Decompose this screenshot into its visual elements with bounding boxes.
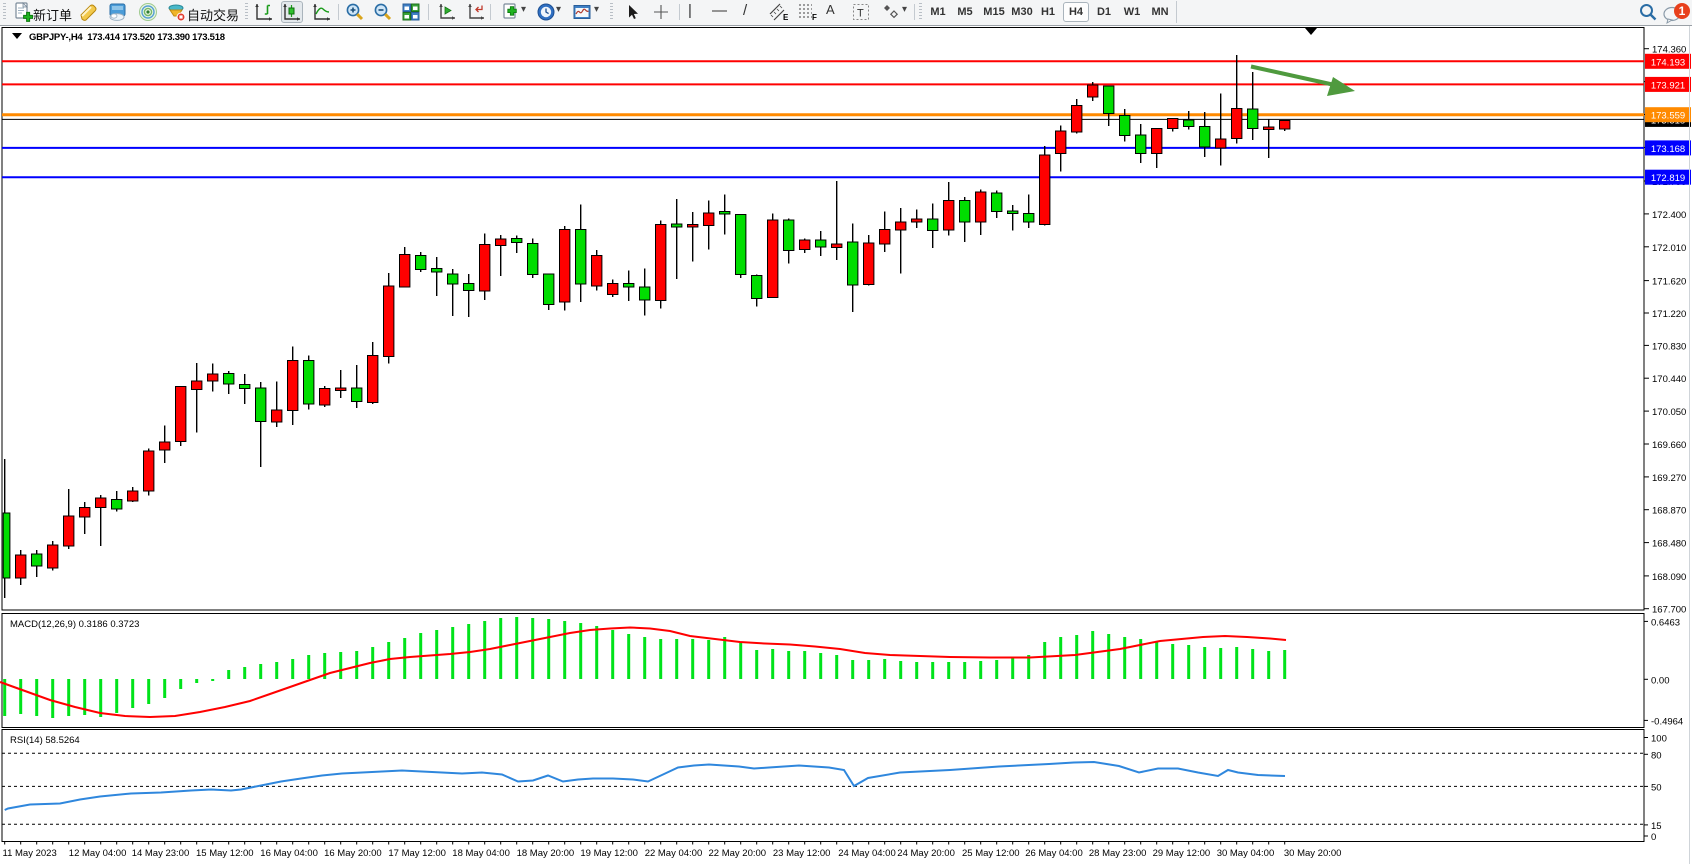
svg-text:172.400: 172.400 — [1652, 210, 1686, 221]
svg-text:22 May 04:00: 22 May 04:00 — [645, 848, 703, 859]
svg-text:17 May 12:00: 17 May 12:00 — [388, 848, 446, 859]
svg-text:28 May 23:00: 28 May 23:00 — [1089, 848, 1147, 859]
svg-text:29 May 12:00: 29 May 12:00 — [1153, 848, 1211, 859]
svg-text:172.010: 172.010 — [1652, 243, 1686, 254]
svg-text:173.168: 173.168 — [1651, 144, 1685, 155]
svg-text:173.559: 173.559 — [1651, 111, 1685, 122]
svg-text:15 May 12:00: 15 May 12:00 — [196, 848, 254, 859]
svg-text:26 May 04:00: 26 May 04:00 — [1025, 848, 1083, 859]
svg-text:19 May 12:00: 19 May 12:00 — [580, 848, 638, 859]
svg-text:168.090: 168.090 — [1652, 572, 1686, 583]
svg-text:0.6463: 0.6463 — [1651, 617, 1680, 628]
svg-text:30 May 20:00: 30 May 20:00 — [1284, 848, 1342, 859]
svg-text:50: 50 — [1651, 782, 1662, 793]
svg-text:174.193: 174.193 — [1651, 57, 1685, 68]
svg-text:14 May 23:00: 14 May 23:00 — [132, 848, 190, 859]
svg-text:22 May 20:00: 22 May 20:00 — [709, 848, 767, 859]
svg-text:24 May 04:00: 24 May 04:00 — [838, 848, 896, 859]
svg-text:18 May 04:00: 18 May 04:00 — [452, 848, 510, 859]
svg-text:18 May 20:00: 18 May 20:00 — [517, 848, 575, 859]
svg-text:1: 1 — [1679, 4, 1686, 18]
svg-text:E: E — [783, 13, 789, 22]
svg-text:24 May 20:00: 24 May 20:00 — [897, 848, 955, 859]
svg-text:169.270: 169.270 — [1652, 473, 1686, 484]
svg-text:100: 100 — [1651, 734, 1667, 745]
svg-text:169.660: 169.660 — [1652, 440, 1686, 451]
svg-text:167.700: 167.700 — [1652, 605, 1686, 616]
svg-text:0.00: 0.00 — [1651, 675, 1670, 686]
svg-text:F: F — [812, 13, 817, 22]
svg-text:170.050: 170.050 — [1652, 407, 1686, 418]
svg-text:30 May 04:00: 30 May 04:00 — [1217, 848, 1275, 859]
svg-text:25 May 12:00: 25 May 12:00 — [962, 848, 1020, 859]
svg-text:168.480: 168.480 — [1652, 539, 1686, 550]
svg-text:171.220: 171.220 — [1652, 309, 1686, 320]
svg-text:RSI(14) 58.5264: RSI(14) 58.5264 — [10, 735, 80, 746]
svg-text:0: 0 — [1651, 832, 1656, 843]
svg-text:11 May 2023: 11 May 2023 — [3, 848, 57, 859]
svg-text:15: 15 — [1651, 821, 1662, 832]
svg-text:12 May 04:00: 12 May 04:00 — [69, 848, 127, 859]
svg-text:170.440: 170.440 — [1652, 374, 1686, 385]
svg-text:MACD(12,26,9) 0.3186 0.3723: MACD(12,26,9) 0.3186 0.3723 — [10, 619, 139, 630]
svg-text:170.830: 170.830 — [1652, 341, 1686, 352]
svg-text:16 May 04:00: 16 May 04:00 — [260, 848, 318, 859]
svg-text:16 May 20:00: 16 May 20:00 — [324, 848, 382, 859]
svg-text:80: 80 — [1651, 750, 1662, 761]
svg-text:T: T — [857, 8, 864, 20]
svg-text:-0.4964: -0.4964 — [1651, 716, 1683, 727]
svg-text:174.360: 174.360 — [1652, 45, 1686, 56]
svg-text:GBPJPY-,H4 173.414 173.520 17: GBPJPY-,H4 173.414 173.520 173.390 173.5… — [29, 32, 225, 43]
svg-text:173.921: 173.921 — [1651, 80, 1685, 91]
svg-text:168.870: 168.870 — [1652, 506, 1686, 517]
svg-text:172.819: 172.819 — [1651, 173, 1685, 184]
svg-text:171.620: 171.620 — [1652, 277, 1686, 288]
svg-text:23 May 12:00: 23 May 12:00 — [773, 848, 831, 859]
